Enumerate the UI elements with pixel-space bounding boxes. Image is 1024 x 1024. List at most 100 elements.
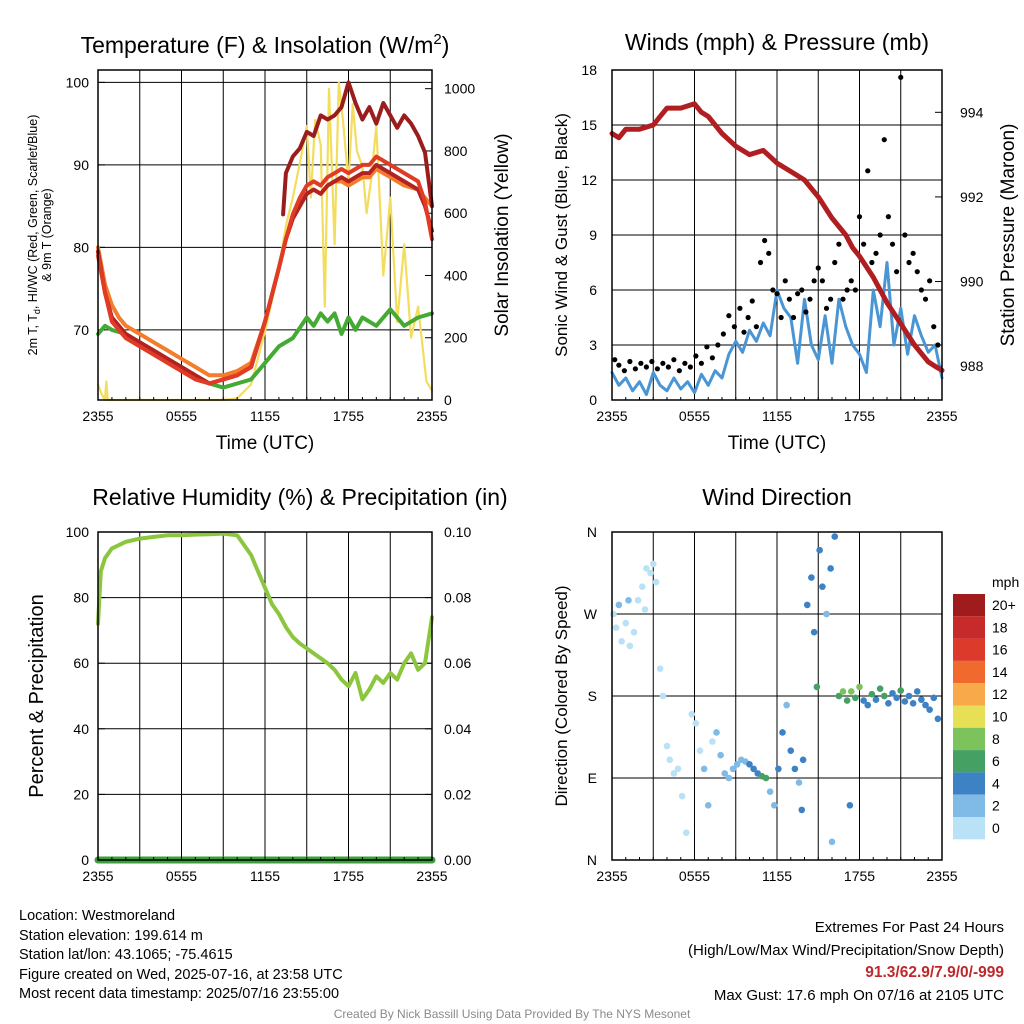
rh-y2-tick-label: 0.06	[444, 655, 471, 671]
dir-x-tick-label: 1755	[844, 868, 875, 884]
direction-point	[803, 601, 811, 609]
direction-point	[798, 806, 806, 814]
gust-point	[828, 296, 834, 302]
direction-point	[692, 720, 700, 727]
legend-swatch	[953, 817, 985, 840]
direction-point	[696, 747, 704, 754]
direction-point	[630, 628, 638, 636]
direction-point	[835, 692, 843, 700]
temp-y-tick-label: 80	[73, 239, 89, 255]
temp-series-heat_index	[96, 154, 434, 386]
gust-point	[807, 296, 813, 302]
gust-point	[906, 259, 912, 266]
direction-point	[839, 688, 847, 695]
legend-label: 12	[992, 686, 1008, 702]
direction-point	[843, 697, 851, 704]
direction-point	[799, 756, 807, 764]
temp-y-tick-label: 90	[73, 157, 89, 173]
gust-point	[627, 358, 633, 365]
direction-point	[868, 690, 876, 698]
direction-point	[733, 761, 741, 768]
direction-point	[934, 715, 942, 723]
wind-y-tick-label: 18	[581, 62, 597, 78]
gust-point	[726, 313, 732, 319]
wind-y-tick-label: 0	[589, 392, 597, 408]
direction-point	[663, 742, 671, 750]
temp-y2-label: Solar Insolation (Yellow)	[492, 133, 513, 336]
extremes-info: Extremes For Past 24 Hours (High/Low/Max…	[688, 917, 1004, 1007]
legend-swatch	[953, 705, 985, 728]
temp-y2-tick-label: 600	[444, 205, 468, 221]
direction-point	[652, 578, 660, 586]
gust-point	[931, 324, 937, 330]
direction-point	[856, 683, 863, 691]
gust-point	[676, 368, 682, 374]
gust-point	[935, 342, 941, 348]
direction-point	[846, 802, 854, 809]
gust-point	[898, 74, 904, 80]
temp-y2-tick-label: 200	[444, 330, 468, 346]
wind-y-tick-label: 9	[589, 227, 597, 243]
gust-point	[832, 259, 838, 266]
gust-point	[803, 309, 809, 315]
legend-label: 4	[992, 775, 1000, 791]
temp-y-label-1b: d	[32, 309, 42, 314]
direction-point	[827, 565, 834, 572]
station-latlon: Station lat/lon: 43.1065; -75.4615	[19, 947, 233, 964]
direction-point	[615, 601, 623, 609]
direction-point	[688, 710, 696, 718]
direction-point	[647, 569, 654, 577]
gust-point	[869, 259, 875, 266]
gust-point	[885, 214, 891, 220]
rh-series-humidity	[96, 531, 434, 702]
gust-point	[698, 360, 704, 366]
direction-point	[783, 701, 790, 709]
temp-y2-tick-label: 400	[444, 267, 468, 283]
temp-x-tick-label: 0555	[166, 408, 197, 424]
direction-point	[852, 694, 859, 702]
rh-x-tick-label: 2355	[82, 868, 113, 884]
dir-y-tick-label: N	[587, 852, 597, 868]
direction-point	[828, 838, 836, 846]
gust-point	[741, 329, 747, 335]
direction-point	[897, 687, 905, 694]
direction-point	[746, 761, 753, 768]
gust-point	[881, 137, 887, 143]
gust-point	[877, 232, 883, 238]
direction-point	[876, 685, 884, 693]
rh-y-tick-label: 80	[73, 590, 89, 606]
wind-series-pressure	[609, 101, 945, 373]
direction-point	[678, 792, 686, 800]
wind-x-tick-label: 1155	[762, 408, 792, 424]
direction-point	[770, 802, 778, 809]
gust-point	[720, 331, 726, 337]
legend-swatch	[953, 660, 985, 684]
gust-point	[621, 368, 627, 374]
gust-point	[811, 278, 817, 284]
direction-point	[810, 628, 818, 636]
rh-y2-tick-label: 0.02	[444, 786, 471, 802]
temp-title-sup: 2	[433, 31, 441, 48]
wind-x-tick-label: 0555	[679, 408, 710, 424]
gust-point	[914, 269, 920, 275]
gust-point	[910, 250, 916, 256]
rh-y-tick-label: 100	[66, 524, 90, 540]
gust-point	[790, 314, 797, 321]
gust-point	[654, 366, 660, 372]
wind-x-tick-label: 1755	[844, 408, 875, 424]
temp-y-label-1c: , HI/WC (Red, Green, Scarlet/Blue)	[26, 115, 40, 310]
temp-y2-tick-label: 1000	[444, 81, 475, 97]
direction-point	[610, 610, 617, 618]
wind-y2-tick-label: 988	[960, 358, 984, 374]
direction-point	[618, 638, 625, 645]
gust-point	[753, 324, 759, 330]
gust-point	[889, 241, 896, 247]
direction-point	[638, 583, 646, 590]
wind-title: Winds (mph) & Pressure (mb)	[625, 29, 929, 55]
wind-y-tick-label: 12	[581, 172, 597, 188]
direction-point	[905, 692, 913, 700]
temp-x-tick-label: 2355	[82, 408, 113, 424]
direction-point	[634, 597, 642, 604]
